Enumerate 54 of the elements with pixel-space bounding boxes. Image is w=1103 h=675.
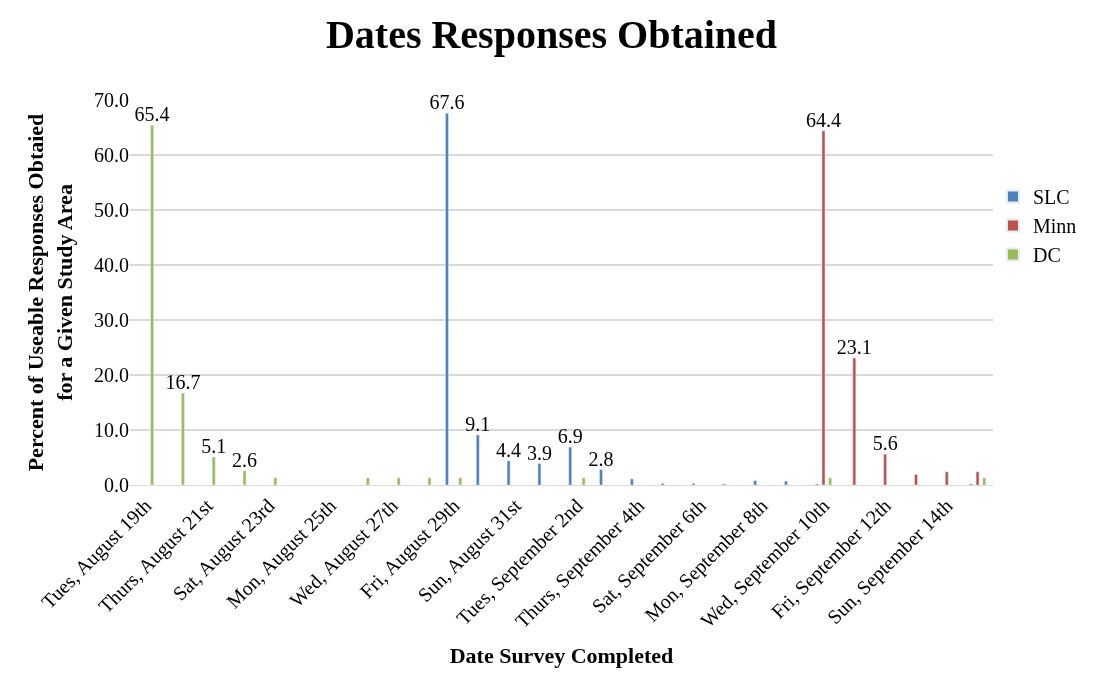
bar [568, 446, 572, 485]
bar [883, 453, 887, 485]
bar [753, 480, 757, 485]
bar [975, 471, 980, 485]
y-tick-label: 40.0 [94, 254, 129, 276]
data-label: 9.1 [465, 412, 491, 435]
data-label: 64.4 [805, 108, 841, 131]
bar [828, 477, 832, 485]
chart-title: Dates Responses Obtained [325, 12, 778, 58]
data-label: 67.6 [429, 91, 465, 114]
legend-label: DC [1033, 244, 1061, 267]
x-axis-title: Date Survey Completed [449, 642, 674, 668]
bar [445, 112, 449, 485]
data-label: 2.6 [232, 448, 258, 471]
bar [211, 456, 216, 485]
y-tick-label: 70.0 [94, 89, 129, 111]
bar [821, 130, 826, 485]
bar [476, 434, 480, 485]
bar [150, 125, 154, 485]
legend-label: SLC [1033, 186, 1070, 209]
data-label: 6.9 [557, 425, 583, 448]
data-label: 5.1 [201, 434, 227, 457]
y-tick-label: 30.0 [94, 309, 129, 331]
bar [599, 469, 603, 485]
legend-label: Minn [1033, 215, 1077, 238]
bar [914, 474, 918, 485]
y-tick-label: 60.0 [94, 144, 129, 166]
bar [181, 392, 185, 485]
y-tick-label: 0.0 [104, 474, 129, 496]
data-label: 23.1 [836, 335, 872, 358]
y-axis-title: Percent of Useable Responses Obtaied for a Given Study Area [23, 113, 77, 472]
data-label: 2.8 [588, 447, 614, 470]
y-tick-label: 50.0 [94, 199, 129, 221]
y-tick-label: 10.0 [94, 419, 129, 441]
bar [852, 357, 857, 485]
data-label: 3.9 [526, 441, 552, 464]
bar [242, 470, 247, 485]
bar [581, 477, 586, 485]
data-label: 65.4 [134, 103, 170, 126]
bar [427, 477, 432, 485]
data-label: 4.4 [496, 438, 522, 461]
bar [982, 477, 987, 485]
data-label: 16.7 [165, 371, 201, 394]
bar [784, 480, 788, 485]
bar [945, 471, 949, 485]
bar [458, 477, 463, 485]
bar [537, 463, 542, 485]
bar [630, 478, 634, 485]
data-label: 5.6 [872, 432, 898, 455]
bar [366, 477, 370, 485]
bar [396, 477, 401, 485]
bar [273, 477, 278, 485]
bar [506, 460, 511, 485]
y-tick-label: 20.0 [94, 364, 129, 386]
